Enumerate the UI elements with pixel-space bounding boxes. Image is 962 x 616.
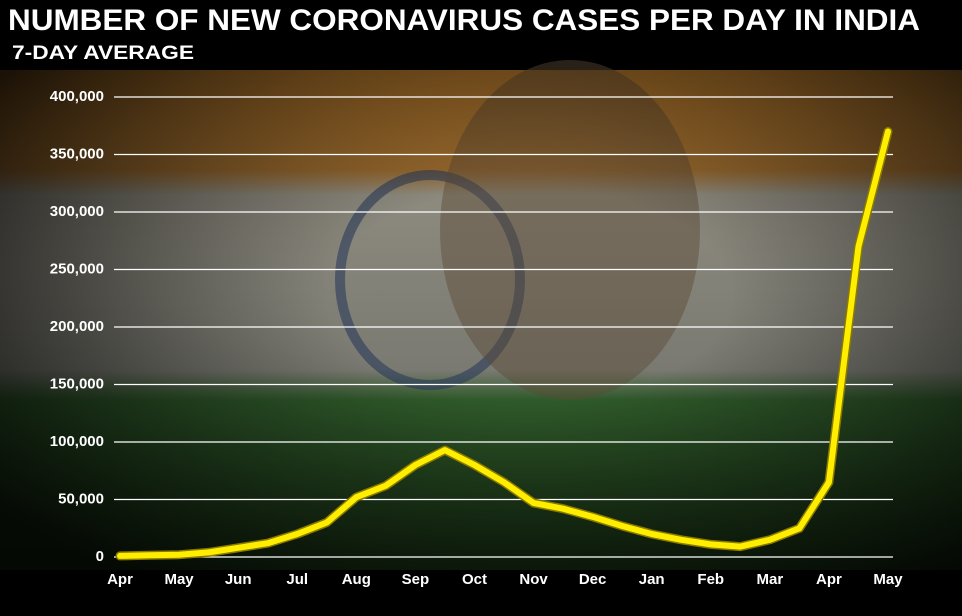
x-tick-label: May (164, 571, 194, 588)
vignette (0, 70, 962, 570)
x-tick-label: Apr (816, 571, 842, 588)
x-tick-label: Aug (342, 571, 371, 588)
x-tick-label: May (873, 571, 903, 588)
x-tick-label: Sep (402, 571, 430, 588)
y-tick-label: 250,000 (50, 260, 104, 277)
y-tick-label: 350,000 (50, 145, 104, 162)
y-tick-label: 150,000 (50, 375, 104, 392)
x-tick-label: Nov (519, 571, 548, 588)
y-tick-label: 200,000 (50, 318, 104, 335)
x-tick-label: Jul (286, 571, 308, 588)
x-tick-label: Dec (579, 571, 607, 588)
y-tick-label: 400,000 (50, 88, 104, 105)
line (117, 128, 891, 559)
x-tick-label: Jun (225, 571, 252, 588)
chart-subtitle: 7-DAY AVERAGE (12, 43, 194, 64)
x-tick-label: Mar (757, 571, 784, 588)
chart-title: NUMBER OF NEW CORONAVIRUS CASES PER DAY … (8, 4, 920, 37)
x-tick-label: Oct (462, 571, 487, 588)
x-tick-label: Apr (107, 571, 133, 588)
y-tick-label: 100,000 (50, 433, 104, 450)
x-tick-label: Feb (697, 571, 724, 588)
y-tick-label: 0 (96, 548, 104, 565)
x-tick-label: Jan (639, 571, 665, 588)
y-tick-label: 300,000 (50, 203, 104, 220)
y-tick-label: 50,000 (58, 490, 104, 507)
